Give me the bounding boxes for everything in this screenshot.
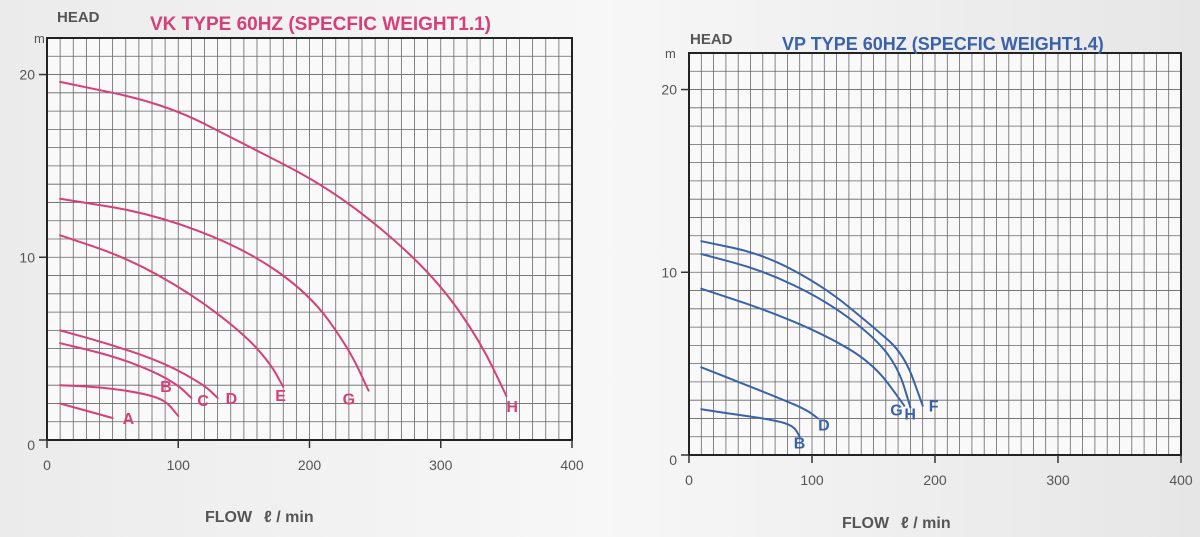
vp-curve-labels: BD G H F — [794, 399, 939, 453]
vk-curve-label-b: B — [160, 379, 172, 396]
vp-x-tick-label: 0 — [685, 472, 693, 488]
vp-curve-label-h: H — [904, 406, 916, 423]
vk-curve-label-h: H — [506, 399, 518, 416]
vp-x-tick-label: 100 — [800, 472, 824, 488]
vk-curve-a — [59, 402, 114, 420]
vk-y-tick-label: 10 — [19, 249, 35, 265]
vp-x-axis-unit: ℓ / min — [901, 515, 951, 532]
vp-grid — [688, 52, 1182, 456]
vk-curve-c — [59, 342, 193, 399]
vk-tick-labels: 0 100 200 300 400 0 10 20 — [19, 67, 583, 473]
vp-chart-title: VP TYPE 60HZ (SPECFIC WEIGHT1.4) — [782, 34, 1104, 54]
vk-x-tick-label: 0 — [43, 457, 51, 473]
vk-y-tick-label: 0 — [27, 437, 35, 453]
vk-type-chart: A B C D E G H 0 100 200 300 400 0 10 20 HEAD VK TYPE … — [19, 9, 583, 526]
vp-curve-g — [700, 287, 906, 407]
vp-y-unit: m — [665, 46, 676, 61]
vp-y-tick-label: 20 — [661, 82, 677, 98]
vp-curves — [700, 240, 924, 438]
vk-curve-label-g: G — [343, 392, 355, 409]
vk-x-tick-label: 400 — [560, 457, 584, 473]
vp-curve-label-f: F — [929, 399, 939, 416]
vp-x-axis-label: FLOW — [842, 515, 890, 532]
vk-x-tick-label: 200 — [298, 457, 322, 473]
vk-grid — [46, 37, 573, 441]
vk-x-axis-label: FLOW — [205, 509, 253, 526]
vp-x-tick-label: 200 — [923, 472, 947, 488]
vp-x-tick-label: 300 — [1046, 472, 1070, 488]
vk-curve-label-c: C — [197, 393, 209, 410]
vp-curve-f — [700, 240, 924, 407]
vk-curve-label-a: A — [123, 411, 135, 428]
vp-tick-labels: 0 100 200 300 400 0 10 20 — [661, 82, 1192, 488]
vk-curve-e — [59, 234, 285, 388]
vk-curve-b — [59, 384, 180, 418]
vk-x-axis-unit: ℓ / min — [264, 509, 314, 526]
vk-head-label: HEAD — [57, 9, 100, 26]
vp-curve-label-b: B — [794, 436, 806, 453]
vp-curve-d — [700, 366, 820, 420]
vk-curve-g — [59, 197, 370, 392]
vk-curve-label-e: E — [275, 388, 286, 405]
vp-head-label: HEAD — [690, 31, 733, 48]
vk-curves — [59, 80, 508, 420]
vk-curve-d — [59, 329, 219, 399]
vp-y-tick-label: 10 — [661, 264, 677, 280]
vp-curve-b — [700, 408, 801, 438]
vp-x-tick-label: 400 — [1169, 472, 1193, 488]
vp-type-chart: BD G H F 0 100 200 300 400 0 10 20 HEAD VP TYPE 60… — [661, 31, 1192, 532]
vk-y-unit: m — [34, 31, 45, 46]
vk-x-tick-label: 300 — [429, 457, 453, 473]
vk-chart-title: VK TYPE 60HZ (SPECFIC WEIGHT1.1) — [150, 14, 491, 35]
vk-curve-labels: A B C D E G H — [123, 379, 518, 428]
vk-curve-h — [59, 80, 508, 398]
vk-curve-label-d: D — [226, 391, 238, 408]
vp-curve-label-d: D — [818, 417, 830, 434]
vp-y-tick-label: 0 — [669, 452, 677, 468]
vk-y-tick-label: 20 — [19, 67, 35, 83]
vp-curve-label-g: G — [890, 403, 902, 420]
vp-curve-h — [700, 253, 912, 409]
vk-x-tick-label: 100 — [167, 457, 191, 473]
